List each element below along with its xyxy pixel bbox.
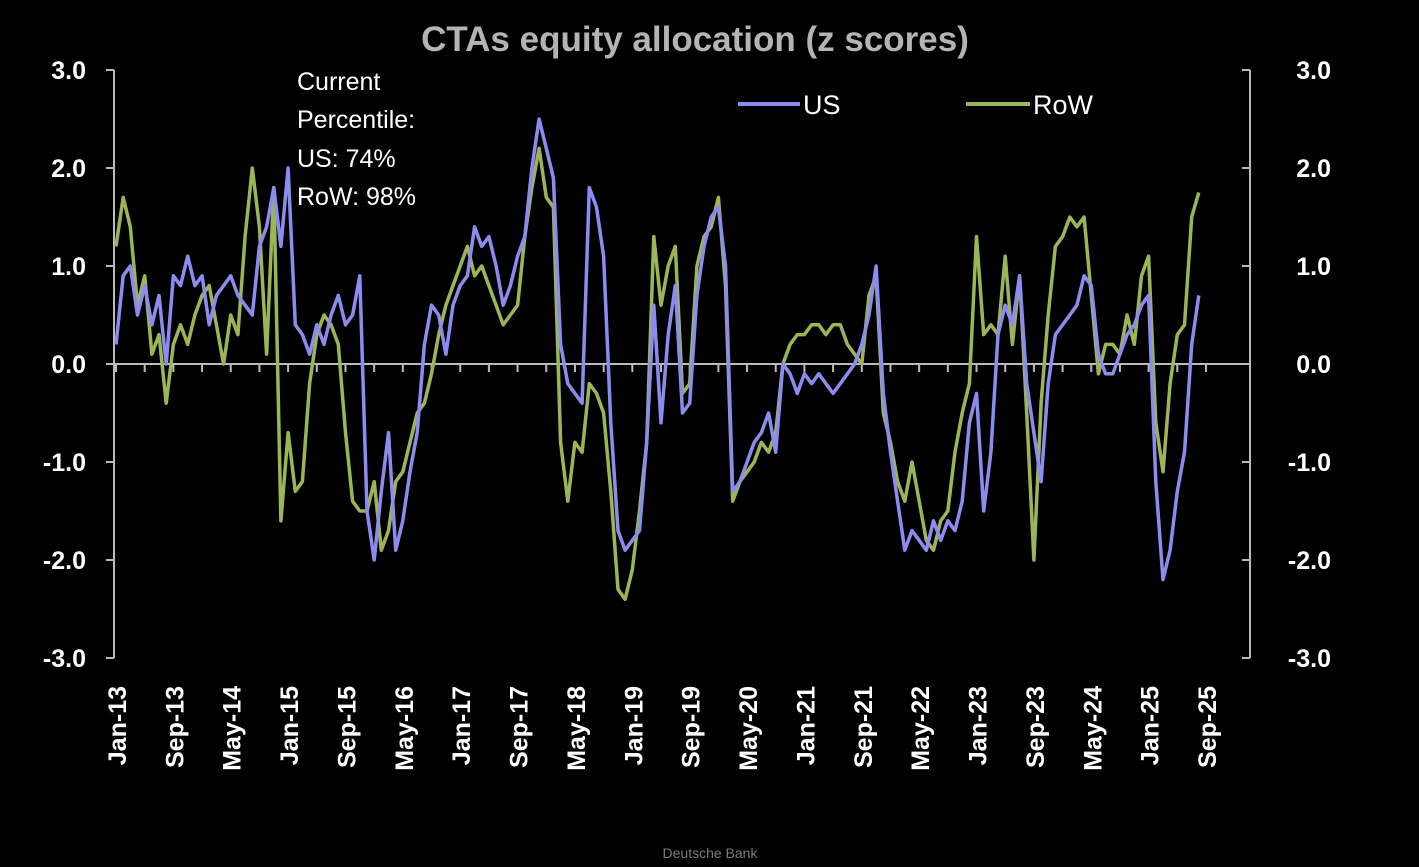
x-tick-label: May-16	[391, 686, 419, 771]
annotation-line: US: 74%	[297, 145, 396, 173]
right-y-axis: 3.0 2.0 1.0 0.0 -1.0 -2.0 -3.0	[1242, 57, 1331, 673]
x-tick-label: Sep-15	[333, 686, 361, 768]
legend: US RoW	[738, 90, 1094, 120]
x-tick-label: Jan-19	[620, 686, 648, 765]
y-tick-label: 2.0	[51, 155, 86, 183]
annotation-line: RoW: 98%	[297, 183, 416, 211]
annotation-line: Current	[297, 68, 380, 96]
y-tick-label-right: -1.0	[1288, 449, 1331, 477]
annotation: Current Percentile: US: 74% RoW: 98%	[297, 68, 416, 211]
x-tick-label: May-20	[735, 686, 763, 771]
x-tick-label: Jan-13	[104, 686, 132, 765]
y-tick-label-right: -3.0	[1288, 645, 1331, 673]
chart-title: CTAs equity allocation (z scores)	[421, 20, 969, 59]
series-lines	[114, 117, 1201, 601]
x-tick-labels: Jan-13 Sep-13 May-14 Jan-15 Sep-15 May-16 Jan-…	[104, 686, 1222, 771]
y-tick-label: 1.0	[51, 253, 86, 281]
x-tick-label: Jan-23	[965, 686, 993, 765]
x-tick-label: Jan-21	[792, 686, 820, 765]
y-tick-label-right: 0.0	[1296, 351, 1331, 379]
x-tick-label: May-18	[563, 686, 591, 771]
x-tick-label: May-22	[907, 686, 935, 771]
y-tick-label: -1.0	[43, 449, 86, 477]
source-label: Deutsche Bank	[663, 845, 759, 861]
x-tick-label: Sep-19	[678, 686, 706, 768]
x-tick-label: May-24	[1079, 686, 1107, 771]
y-tick-label: -2.0	[43, 547, 86, 575]
y-tick-label-right: 1.0	[1296, 253, 1331, 281]
left-y-axis: 3.0 2.0 1.0 0.0 -1.0 -2.0 -3.0	[43, 57, 115, 673]
y-tick-label-right: 3.0	[1296, 57, 1331, 85]
y-tick-label: 3.0	[51, 57, 86, 85]
x-tick-label: Sep-17	[506, 686, 534, 768]
series-line-us	[114, 117, 1201, 582]
legend-label-row: RoW	[1033, 90, 1094, 120]
x-tick-label: Sep-13	[161, 686, 189, 768]
y-tick-label: -3.0	[43, 645, 86, 673]
x-tick-label: Sep-23	[1022, 686, 1050, 768]
y-tick-label-right: 2.0	[1296, 155, 1331, 183]
x-tick-label: Jan-15	[276, 686, 304, 765]
x-tick-label: Jan-17	[448, 686, 476, 765]
y-tick-label-right: -2.0	[1288, 547, 1331, 575]
x-tick-label: Sep-21	[850, 686, 878, 768]
y-tick-label: 0.0	[51, 351, 86, 379]
annotation-line: Percentile:	[297, 106, 415, 134]
x-tick-label: Jan-25	[1137, 686, 1165, 765]
legend-label-us: US	[803, 90, 841, 120]
x-tick-label: Sep-25	[1194, 686, 1222, 768]
x-tick-label: May-14	[219, 686, 247, 771]
